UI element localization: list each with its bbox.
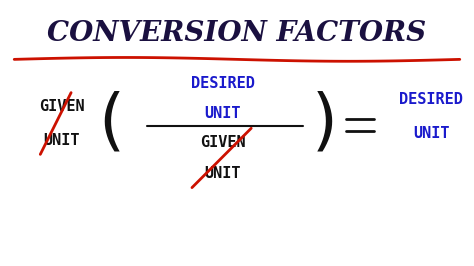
Text: ): ) [312,90,337,156]
Text: GIVEN: GIVEN [39,99,84,114]
Text: UNIT: UNIT [204,166,241,181]
Text: CONVERSION FACTORS: CONVERSION FACTORS [47,20,427,47]
Text: (: ( [99,90,124,156]
Text: DESIRED: DESIRED [191,76,255,91]
Text: GIVEN: GIVEN [200,135,246,150]
Text: DESIRED: DESIRED [400,92,463,107]
Text: UNIT: UNIT [413,126,450,140]
Text: UNIT: UNIT [43,133,80,148]
Text: UNIT: UNIT [204,106,241,122]
